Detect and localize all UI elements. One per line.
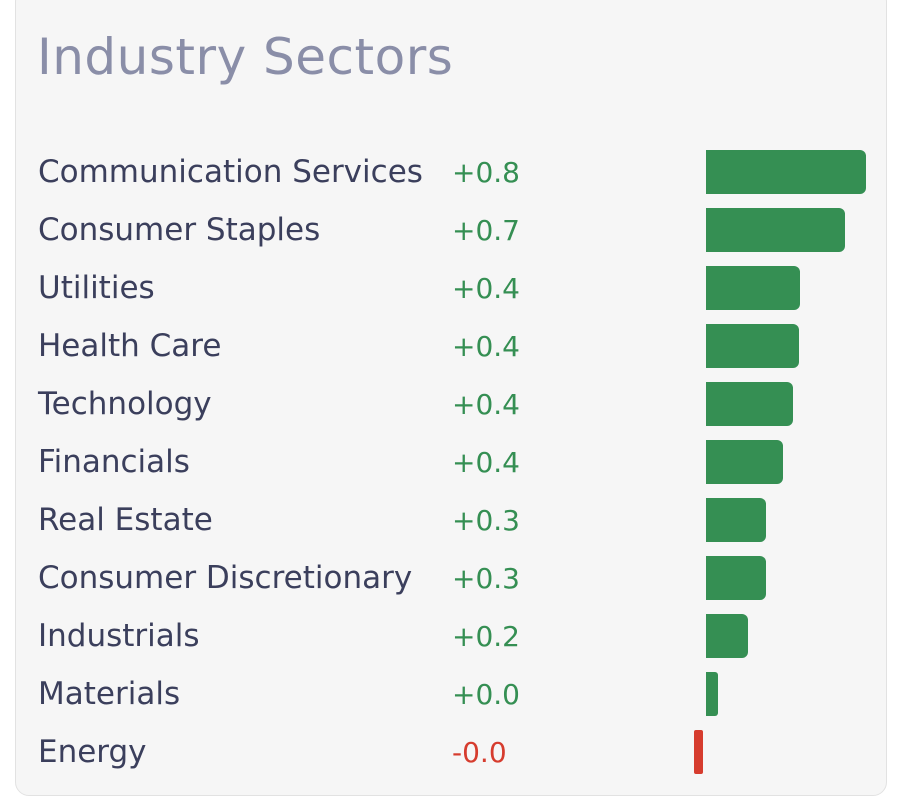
sector-bar <box>706 208 845 252</box>
sector-change-value: +0.4 <box>452 330 520 363</box>
sector-change-value: +0.4 <box>452 272 520 305</box>
sector-row: Technology +0.4 <box>0 382 904 440</box>
sector-row: Consumer Staples +0.7 <box>0 208 904 266</box>
sector-label: Consumer Discretionary <box>38 560 413 596</box>
sector-bar <box>706 556 766 600</box>
sector-row: Energy -0.0 <box>0 730 904 788</box>
sector-change-value: +0.3 <box>452 504 520 537</box>
sector-change-value: +0.4 <box>452 446 520 479</box>
sector-bar <box>706 614 749 658</box>
sector-row: Financials +0.4 <box>0 440 904 498</box>
sector-row: Materials +0.0 <box>0 672 904 730</box>
sector-bar <box>706 324 799 368</box>
sector-change-value: -0.0 <box>452 736 507 769</box>
chart-title: Industry Sectors <box>37 28 454 86</box>
sector-change-value: +0.4 <box>452 388 520 421</box>
sector-row: Utilities +0.4 <box>0 266 904 324</box>
sector-label: Communication Services <box>38 154 423 190</box>
sector-change-value: +0.3 <box>452 562 520 595</box>
sector-change-value: +0.8 <box>452 156 520 189</box>
sector-row: Communication Services +0.8 <box>0 150 904 208</box>
sector-label: Real Estate <box>38 502 213 538</box>
sector-label: Technology <box>38 386 212 422</box>
sector-row: Consumer Discretionary +0.3 <box>0 556 904 614</box>
sector-label: Health Care <box>38 328 222 364</box>
sector-bar <box>706 266 801 310</box>
sector-label: Financials <box>38 444 190 480</box>
sector-row: Industrials +0.2 <box>0 614 904 672</box>
sector-label: Consumer Staples <box>38 212 321 248</box>
sector-row: Health Care +0.4 <box>0 324 904 382</box>
sector-label: Utilities <box>38 270 155 306</box>
sector-bar <box>706 150 866 194</box>
sector-label: Materials <box>38 676 181 712</box>
sector-change-value: +0.0 <box>452 678 520 711</box>
sector-label: Industrials <box>38 618 200 654</box>
sector-change-value: +0.7 <box>452 214 520 247</box>
sector-label: Energy <box>38 734 147 770</box>
sector-bar <box>706 440 784 484</box>
sector-bar <box>706 672 718 716</box>
sector-bar <box>706 498 766 542</box>
sector-bar <box>694 730 703 774</box>
sector-change-value: +0.2 <box>452 620 520 653</box>
sector-bar <box>706 382 793 426</box>
sector-row: Real Estate +0.3 <box>0 498 904 556</box>
